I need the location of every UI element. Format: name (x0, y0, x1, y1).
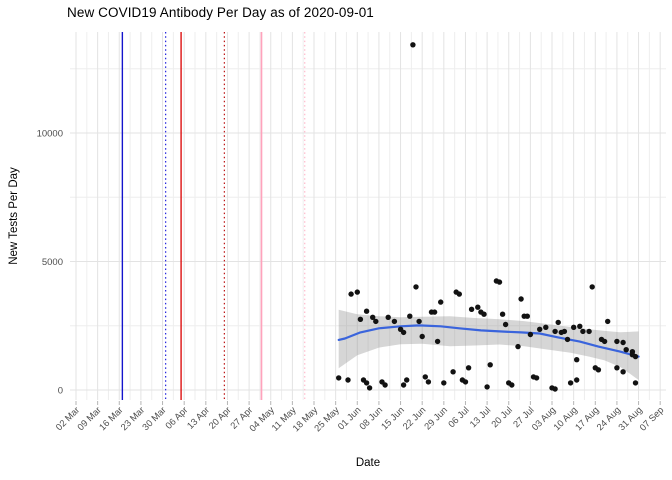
x-tick-label: 25 May (312, 405, 341, 434)
data-point (589, 284, 595, 290)
data-point (419, 333, 425, 340)
data-point (509, 382, 515, 388)
x-tick-label: 08 Jun (357, 405, 384, 432)
data-point (370, 314, 376, 320)
data-point (552, 328, 558, 335)
data-point (345, 377, 351, 383)
x-axis-ticks (75, 401, 661, 405)
data-point (348, 291, 354, 297)
confidence-ribbon (338, 309, 639, 380)
x-tick-label: 20 Jul (489, 405, 514, 430)
data-point (632, 380, 639, 386)
data-point (434, 338, 441, 345)
data-point (366, 385, 373, 391)
data-point (431, 309, 438, 315)
data-point (382, 382, 388, 388)
data-point (533, 375, 540, 381)
data-point (373, 318, 379, 325)
x-tick-label: 06 Apr (164, 405, 190, 431)
data-point (605, 318, 611, 325)
data-point (487, 362, 493, 368)
y-axis-labels: 0 5000 10000 (37, 129, 63, 397)
x-axis-title: Date (355, 457, 381, 469)
data-point (524, 313, 530, 319)
data-point (614, 338, 620, 345)
y-tick-label: 10000 (37, 129, 63, 140)
data-point (404, 377, 410, 383)
data-point (586, 328, 592, 335)
data-point (410, 42, 416, 48)
data-point (574, 357, 580, 363)
data-point (632, 353, 639, 360)
data-point (450, 369, 456, 375)
data-point (527, 331, 534, 338)
data-point (620, 369, 626, 375)
data-point (484, 384, 490, 390)
data-point (595, 367, 602, 373)
data-point (336, 375, 342, 381)
chart-title: New COVID19 Antibody Per Day as of 2020-… (67, 5, 374, 20)
data-point (499, 311, 506, 317)
data-point (518, 296, 524, 302)
data-point (438, 299, 444, 305)
x-tick-label: 01 Jun (336, 405, 363, 432)
data-point (354, 289, 360, 295)
data-point (620, 339, 626, 346)
data-point (515, 343, 521, 350)
data-point (400, 382, 407, 388)
data-point (425, 379, 432, 385)
data-point (496, 279, 503, 285)
data-point (571, 324, 577, 330)
data-point (577, 323, 583, 329)
x-tick-label: 13 Jul (468, 405, 493, 430)
data-point (555, 319, 561, 326)
data-point (407, 313, 413, 319)
data-point (543, 324, 549, 330)
data-point (391, 318, 398, 325)
data-point (465, 365, 472, 371)
x-tick-label: 20 Apr (207, 405, 233, 431)
scatter-points (336, 42, 639, 392)
data-point (456, 291, 462, 297)
data-point (552, 386, 558, 392)
data-point (614, 365, 620, 371)
data-point (502, 321, 509, 328)
data-point (422, 374, 428, 380)
data-point (623, 347, 629, 353)
x-tick-label: 07 Sep (638, 405, 666, 433)
data-point (462, 379, 469, 385)
data-point (567, 380, 574, 386)
data-point (601, 338, 608, 345)
data-point (564, 336, 571, 343)
y-tick-label: 5000 (42, 257, 63, 268)
x-tick-label: 06 Jul (446, 405, 471, 430)
data-point (561, 328, 568, 335)
data-point (574, 377, 580, 383)
data-point (400, 329, 407, 336)
data-point (385, 314, 391, 320)
data-point (363, 380, 370, 386)
data-point (441, 380, 447, 386)
reference-vlines (121, 32, 306, 400)
data-point (537, 326, 543, 332)
data-point (357, 316, 364, 322)
x-tick-label: 30 Mar (140, 405, 168, 433)
data-point (363, 308, 370, 314)
x-tick-label: 15 Jun (379, 405, 406, 432)
data-point (468, 306, 475, 312)
data-point (481, 311, 487, 317)
data-point (580, 328, 586, 335)
data-point (416, 318, 422, 325)
data-point (413, 284, 419, 290)
x-tick-label: 29 Jun (422, 405, 449, 432)
y-tick-label: 0 (58, 386, 63, 397)
data-point (475, 304, 481, 310)
x-tick-label: 13 Apr (185, 405, 211, 431)
smooth-line (337, 324, 640, 358)
x-tick-label: 22 Jun (401, 405, 428, 432)
